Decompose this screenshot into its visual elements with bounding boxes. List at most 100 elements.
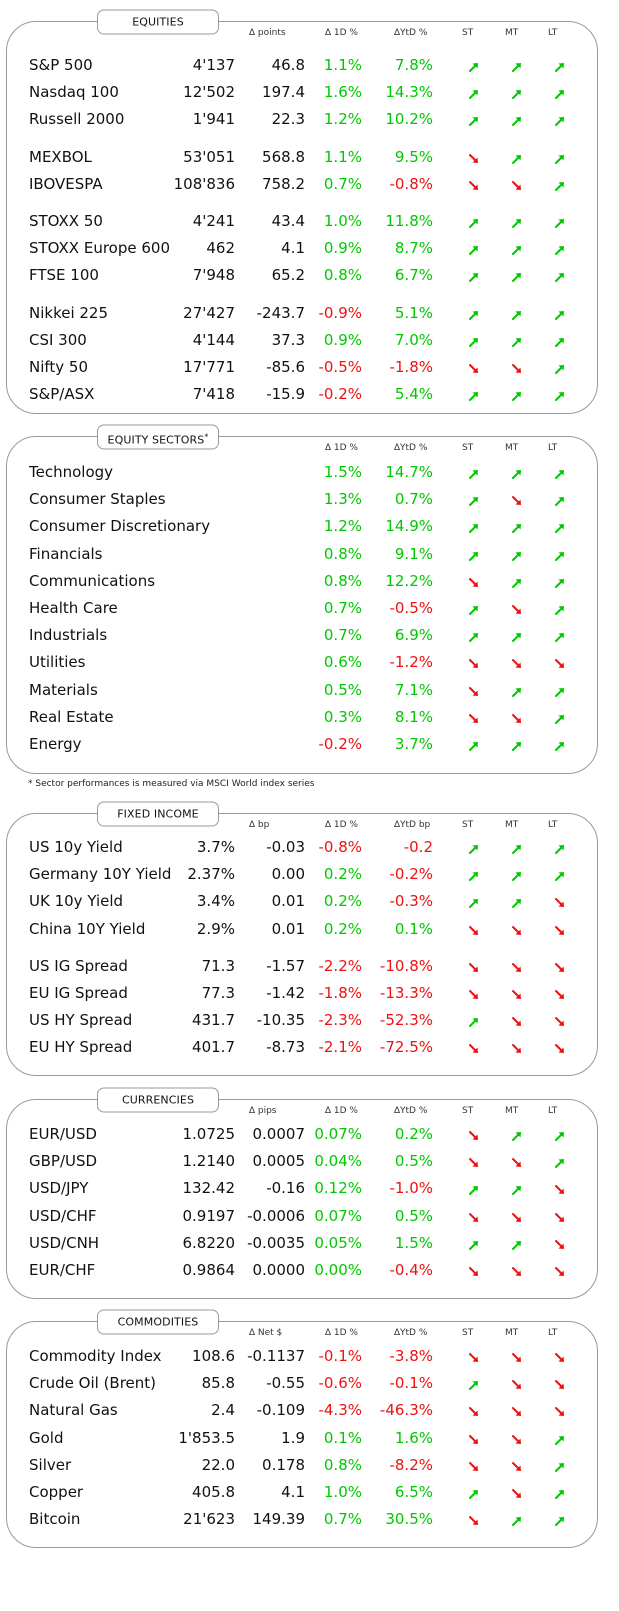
- instrument-change: -0.03: [266, 838, 305, 856]
- ytd-change: -0.1%: [389, 1374, 433, 1393]
- ytd-change: 8.7%: [394, 239, 433, 258]
- trend-down-arrow-icon: [509, 958, 525, 974]
- ytd-change: -10.8%: [379, 956, 433, 975]
- instrument-change: 0.178: [262, 1455, 305, 1474]
- instrument-name: UK 10y Yield: [29, 892, 124, 911]
- one-day-percent: -2.2%: [318, 956, 362, 975]
- ytd-change: -3.8%: [389, 1347, 433, 1365]
- column-header: ∆ 1D %: [325, 28, 358, 38]
- one-day-percent: 0.2%: [323, 865, 362, 884]
- instrument-name: Technology: [29, 463, 114, 481]
- instrument-name: EUR/CHF: [29, 1261, 96, 1279]
- trend-down-arrow-icon: [466, 958, 482, 974]
- table-row: Nasdaq 100 12'502 197.4 1.6% 14.3%: [7, 79, 597, 106]
- ytd-change: -0.2%: [389, 865, 433, 884]
- column-header: ∆YtD %: [394, 443, 428, 453]
- one-day-percent: 0.2%: [323, 892, 362, 911]
- trend-up-arrow-icon: [466, 111, 482, 127]
- trend-down-arrow-icon: [466, 1126, 482, 1142]
- instrument-name: EUR/USD: [29, 1125, 97, 1143]
- ytd-change: -1.2%: [389, 653, 433, 672]
- instrument-level: 27'427: [183, 303, 235, 322]
- instrument-change: -0.55: [266, 1374, 305, 1393]
- panel-sectors: EQUITY SECTORS* ∆ 1D % ∆YtD % ST MT LT Technol…: [6, 424, 598, 774]
- ytd-change: 0.1%: [394, 919, 433, 938]
- table-row: Financials 0.8% 9.1%: [7, 541, 597, 568]
- instrument-level: 85.8: [201, 1374, 235, 1393]
- one-day-percent: 0.9%: [323, 330, 362, 349]
- trend-up-arrow-icon: [509, 149, 525, 165]
- ytd-change: 3.7%: [394, 735, 433, 753]
- trend-up-arrow-icon: [509, 627, 525, 643]
- instrument-name: US HY Spread: [29, 1011, 133, 1030]
- instrument-level: 0.9197: [182, 1206, 236, 1225]
- trend-up-arrow-icon: [552, 305, 568, 321]
- trend-up-arrow-icon: [509, 332, 525, 348]
- one-day-percent: -0.8%: [318, 838, 362, 856]
- one-day-percent: -2.3%: [318, 1011, 362, 1030]
- trend-up-arrow-icon: [552, 627, 568, 643]
- table-row: Health Care 0.7% -0.5%: [7, 595, 597, 622]
- column-header: LT: [548, 443, 558, 453]
- instrument-change: -15.9: [266, 385, 305, 404]
- instrument-change: 758.2: [262, 174, 305, 193]
- trend-up-arrow-icon: [509, 1235, 525, 1251]
- instrument-name: USD/CNH: [29, 1233, 100, 1252]
- trend-up-arrow-icon: [466, 1484, 482, 1500]
- instrument-name: Communications: [29, 571, 156, 590]
- ytd-change: 0.5%: [394, 1152, 433, 1171]
- instrument-name: Natural Gas: [29, 1401, 118, 1420]
- instrument-change: 0.01: [271, 919, 305, 938]
- ytd-change: 9.5%: [394, 147, 433, 166]
- one-day-percent: -4.3%: [318, 1401, 362, 1420]
- one-day-percent: 0.8%: [323, 544, 362, 563]
- trend-up-arrow-icon: [509, 546, 525, 562]
- table-row: IBOVESPA 108'836 758.2 0.7% -0.8%: [7, 171, 597, 198]
- one-day-percent: 0.12%: [314, 1179, 362, 1198]
- trend-down-arrow-icon: [466, 359, 482, 375]
- ytd-change: -0.3%: [389, 892, 433, 911]
- trend-down-arrow-icon: [466, 709, 482, 725]
- section-title-tab: CURRENCIES: [97, 1087, 219, 1113]
- instrument-name: Nasdaq 100: [29, 83, 119, 102]
- instrument-name: MEXBOL: [29, 147, 92, 166]
- trend-up-arrow-icon: [552, 213, 568, 229]
- instrument-level: 4'137: [192, 56, 235, 74]
- table-row: Industrials 0.7% 6.9%: [7, 622, 597, 649]
- trend-up-arrow-icon: [466, 736, 482, 752]
- trend-up-arrow-icon: [466, 866, 482, 882]
- ytd-change: 14.3%: [385, 83, 433, 102]
- trend-up-arrow-icon: [552, 57, 568, 73]
- column-header: LT: [548, 820, 558, 830]
- instrument-level: 71.3: [201, 956, 235, 975]
- column-header: ∆ bp: [249, 820, 270, 830]
- trend-up-arrow-icon: [552, 84, 568, 100]
- table-row: UK 10y Yield 3.4% 0.01 0.2% -0.3%: [7, 888, 597, 915]
- trend-down-arrow-icon: [466, 1039, 482, 1055]
- trend-up-arrow-icon: [509, 682, 525, 698]
- one-day-percent: -0.9%: [318, 303, 362, 322]
- instrument-level: 108'836: [173, 174, 235, 193]
- ytd-change: -52.3%: [379, 1011, 433, 1030]
- one-day-percent: 1.2%: [323, 110, 362, 129]
- instrument-level: 0.9864: [182, 1261, 236, 1279]
- column-header: MT: [505, 820, 519, 830]
- instrument-name: S&P 500: [29, 56, 93, 74]
- trend-down-arrow-icon: [509, 1153, 525, 1169]
- instrument-change: 149.39: [252, 1510, 306, 1529]
- table-row: EU IG Spread 77.3 -1.42 -1.8% -13.3%: [7, 980, 597, 1007]
- section-title-footnote-mark: *: [204, 432, 209, 442]
- table-row: S&P 500 4'137 46.8 1.1% 7.8%: [7, 52, 597, 79]
- instrument-name: Crude Oil (Brent): [29, 1374, 157, 1393]
- instrument-change: -243.7: [256, 303, 305, 322]
- instrument-name: Nifty 50: [29, 358, 89, 376]
- sector-footnote: * Sector performances is measured via MS…: [28, 779, 315, 789]
- section-title: CURRENCIES: [121, 1093, 195, 1107]
- panel-equities: EQUITIES ∆ points ∆ 1D % ∆YtD % ST MT LT S&P 50…: [6, 9, 598, 414]
- instrument-name: EU IG Spread: [29, 984, 128, 1002]
- column-header: ∆ 1D %: [325, 820, 358, 830]
- trend-up-arrow-icon: [552, 1511, 568, 1527]
- trend-up-arrow-icon: [509, 464, 525, 480]
- trend-up-arrow-icon: [552, 149, 568, 165]
- trend-down-arrow-icon: [509, 1430, 525, 1446]
